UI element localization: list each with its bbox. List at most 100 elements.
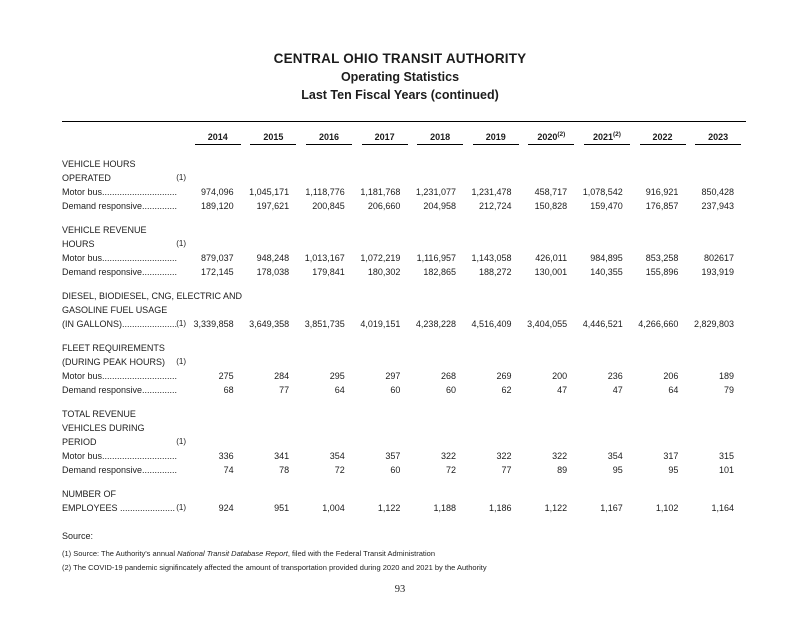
cell-value: 79	[723, 385, 734, 395]
cell-value: 295	[329, 371, 345, 381]
cell-value: 916,921	[645, 187, 679, 197]
cell-value	[246, 421, 302, 435]
cell-value: 204,958	[423, 201, 456, 211]
cell-value	[357, 435, 413, 449]
cell-value	[635, 157, 691, 171]
cell-value	[468, 289, 524, 303]
cell-value	[690, 303, 746, 317]
cell-value	[690, 289, 746, 303]
footnotes: (1) Source: The Authority's annual Natio…	[62, 547, 487, 575]
cell-value: 206,660	[367, 201, 401, 211]
cell-value	[412, 157, 468, 171]
cell-value: 77	[279, 385, 290, 395]
cell-value	[357, 303, 413, 317]
cell-value: 172,145	[201, 267, 234, 277]
cell-value	[301, 407, 357, 421]
cell-value	[468, 341, 524, 355]
cell-value: 1,116,957	[416, 253, 456, 263]
cell-value	[301, 237, 357, 251]
row-footnote-ref	[158, 223, 190, 237]
row-footnote-ref: (1)	[176, 239, 186, 248]
cell-value	[301, 341, 357, 355]
year-label: 2017	[361, 132, 408, 145]
cell-value	[690, 355, 746, 369]
cell-value	[635, 435, 691, 449]
cell-value: 3,404,055	[527, 319, 568, 329]
year-header: 2020(2)	[524, 122, 580, 145]
cell-value	[468, 303, 524, 317]
cell-value: 1,118,776	[305, 187, 345, 197]
table-row: Demand responsive.............. 189,120 19…	[62, 199, 746, 213]
row-label: Motor bus..............................	[62, 253, 178, 263]
cell-value	[190, 421, 246, 435]
row-label: TOTAL REVENUE	[62, 409, 136, 419]
section-heading-row: FLEET REQUIREMENTS	[62, 341, 746, 355]
cell-value: 60	[445, 385, 456, 395]
cell-value: 72	[445, 465, 456, 475]
row-footnote-ref: (1)	[176, 173, 186, 182]
cell-value	[190, 435, 246, 449]
cell-value	[246, 171, 302, 185]
cell-value	[246, 223, 302, 237]
year-label: 2014	[194, 132, 241, 145]
cell-value: 182,865	[423, 267, 456, 277]
table-row: Demand responsive.............. 172,145 17…	[62, 265, 746, 279]
section-heading-row: TOTAL REVENUE	[62, 407, 746, 421]
cell-value: 924	[218, 503, 234, 513]
row-footnote-ref: (1)	[176, 437, 186, 446]
cell-value: 237,943	[701, 201, 734, 211]
page-number: 93	[394, 584, 406, 595]
cell-value: 60	[390, 385, 401, 395]
cell-value: 200	[552, 371, 568, 381]
row-label: EMPLOYEES ......................	[62, 503, 176, 513]
cell-value	[524, 157, 580, 171]
row-label: Demand responsive..............	[62, 465, 178, 475]
year-label: 2020(2)	[528, 129, 575, 145]
cell-value	[468, 171, 524, 185]
cell-value	[301, 487, 357, 501]
cell-value	[412, 223, 468, 237]
cell-value: 341	[274, 451, 290, 461]
cell-value: 179,841	[312, 267, 345, 277]
year-header: 2016	[301, 122, 357, 145]
cell-value	[246, 303, 302, 317]
cell-value: 802617	[703, 253, 734, 263]
section-heading-row: DIESEL, BIODIESEL, CNG, ELECTRIC AND	[62, 289, 746, 303]
cell-value: 1,188	[433, 503, 456, 513]
cell-value	[635, 237, 691, 251]
section-heading-row: (DURING PEAK HOURS) (1)	[62, 355, 746, 369]
row-label: VEHICLES DURING	[62, 423, 145, 433]
cell-value	[690, 237, 746, 251]
section-spacer	[62, 145, 746, 157]
cell-value	[690, 223, 746, 237]
footnote-text: (1) Source: The Authority's annual	[62, 549, 178, 558]
cell-value	[357, 223, 413, 237]
statistics-table: 2014 2015 2016 2017 2018 2019 2020(2) 2021(2) 20…	[62, 121, 746, 515]
cell-value: 354	[607, 451, 623, 461]
document-subtitle: Operating Statistics	[340, 70, 460, 84]
year-label: 2022	[639, 132, 686, 145]
cell-value: 268	[440, 371, 456, 381]
cell-value: 1,045,171	[249, 187, 290, 197]
cell-value: 62	[501, 385, 512, 395]
cell-value: 47	[612, 385, 623, 395]
row-footnote-ref: (1)	[176, 357, 186, 366]
year-footnote-ref: (2)	[557, 131, 566, 138]
year-header: 2015	[246, 122, 302, 145]
cell-value	[301, 171, 357, 185]
cell-value	[357, 355, 413, 369]
cell-value	[635, 421, 691, 435]
year-header: 2014	[190, 122, 246, 145]
cell-value	[690, 171, 746, 185]
year-header: 2019	[468, 122, 524, 145]
cell-value: 4,446,521	[582, 319, 623, 329]
cell-value: 1,231,478	[471, 187, 512, 197]
cell-value: 3,851,735	[304, 319, 345, 329]
cell-value: 155,896	[645, 267, 679, 277]
cell-value	[468, 421, 524, 435]
cell-value: 426,011	[535, 253, 568, 263]
cell-value: 1,231,077	[415, 187, 456, 197]
footnote: (2) The COVID-19 pandemic signifincately…	[62, 561, 487, 575]
row-label: Motor bus..............................	[62, 451, 178, 461]
